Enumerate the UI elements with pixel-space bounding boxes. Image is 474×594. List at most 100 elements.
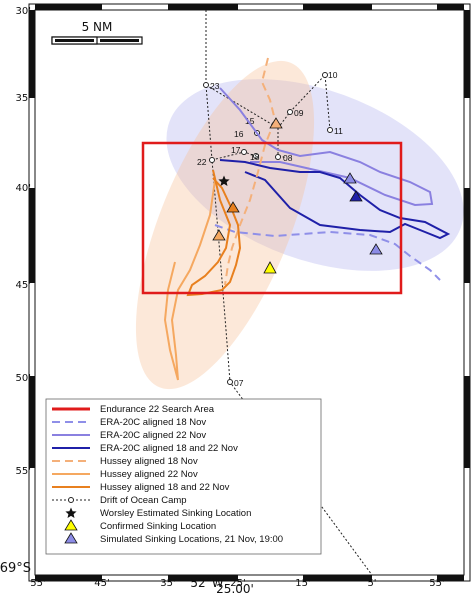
hussey-sinking-triangle	[269, 117, 283, 129]
border-segment	[35, 4, 102, 10]
border-segment	[464, 98, 470, 188]
y-tick-label: 40'	[16, 183, 31, 194]
y-tick-label: 50'	[16, 373, 31, 384]
station-marker	[253, 153, 259, 159]
x-tick-label: 55'	[30, 578, 45, 589]
border-segment	[29, 10, 35, 98]
hussey-sinking-triangle	[212, 229, 226, 241]
station-marker	[227, 379, 233, 385]
border-inner-outline	[34, 9, 465, 576]
station-label-11: 11	[334, 126, 343, 136]
station-marker	[209, 157, 215, 163]
border-segment	[168, 575, 238, 581]
station-marker	[327, 127, 333, 133]
border-segment	[464, 468, 470, 575]
station-label-08: 08	[283, 153, 293, 163]
era-18-nov-track	[214, 224, 441, 281]
era-22-nov-track	[219, 87, 434, 207]
legend-drift-circle-icon	[68, 497, 74, 503]
border-segment	[464, 376, 470, 468]
border-segment	[29, 468, 35, 575]
border-segment	[102, 575, 168, 581]
station-marker	[322, 72, 328, 78]
station-marker	[287, 109, 293, 115]
border-segment	[303, 575, 372, 581]
search-area-rectangle	[141, 141, 403, 295]
x-value-label: 25.00'	[216, 582, 254, 594]
station-label-10: 10	[328, 70, 338, 80]
x-tick-label: 15'	[295, 578, 310, 589]
border-segment	[29, 188, 35, 283]
legend: Endurance 22 Search Area ERA-20C aligned…	[45, 398, 322, 555]
x-tick-label: 45'	[94, 578, 109, 589]
scale-bar-label: 5 NM	[82, 20, 113, 34]
y-tick-label: 30'	[16, 6, 31, 17]
confirmed-sinking-triangle	[263, 261, 277, 274]
legend-label: Drift of Ocean Camp	[100, 495, 187, 506]
station-label-17: 17	[231, 145, 241, 155]
station-label-22: 22	[197, 157, 207, 167]
hussey-sinking-triangle	[226, 201, 240, 213]
station-marker	[275, 154, 281, 160]
corner-latitude-label: 69°S	[0, 561, 31, 576]
scale-bar: 5 NM	[51, 20, 143, 45]
y-axis-labels: 30' 35' 40' 45' 50' 55' 69°S	[0, 6, 31, 576]
hussey-22-nov-track	[163, 179, 216, 381]
border-segment	[464, 283, 470, 376]
x-tick-label: 25'	[230, 578, 245, 589]
station-label-16: 16	[234, 129, 244, 139]
station-marker	[241, 149, 247, 155]
border-segment	[464, 188, 470, 283]
worsley-star	[218, 175, 230, 186]
station-labels: 23 10 09 15 11 16 17 22 18 08 07	[197, 70, 343, 388]
border-segment	[29, 283, 35, 376]
era-sinking-triangle	[349, 190, 363, 202]
border-segment	[464, 10, 470, 98]
legend-label: Hussey aligned 18 and 22 Nov	[100, 482, 230, 493]
legend-label: Simulated Sinking Locations, 21 Nov, 19:…	[100, 534, 283, 545]
station-label-07: 07	[234, 378, 244, 388]
legend-label: Worsley Estimated Sinking Location	[100, 508, 251, 519]
border-segment	[303, 4, 372, 10]
hussey-18-nov-track	[224, 57, 277, 286]
border-segment	[437, 4, 464, 10]
era-both-track	[219, 159, 451, 240]
border-outline	[28, 3, 471, 582]
station-label-15: 15	[245, 116, 255, 126]
legend-label: Hussey aligned 22 Nov	[100, 469, 198, 480]
x-tick-label: 55'	[429, 578, 444, 589]
x-center-longitude-label: 52°W	[190, 576, 223, 590]
legend-purple-triangle-icon	[64, 532, 78, 544]
border-segment	[372, 575, 437, 581]
border-segment	[29, 98, 35, 188]
legend-label: ERA-20C aligned 18 Nov	[100, 417, 206, 428]
border-segment	[238, 4, 303, 10]
legend-label: ERA-20C aligned 22 Nov	[100, 430, 206, 441]
legend-box	[45, 398, 322, 555]
simulated-sinking-triangle	[369, 243, 383, 255]
legend-label: Confirmed Sinking Location	[100, 521, 216, 532]
station-label-23: 23	[210, 81, 220, 91]
x-tick-label: 5'	[367, 578, 376, 589]
border-segment	[102, 4, 168, 10]
map-border	[28, 3, 471, 582]
border-segment	[238, 575, 303, 581]
station-marker	[203, 82, 209, 88]
y-tick-label: 45'	[16, 280, 31, 291]
border-segment	[29, 376, 35, 468]
border-segment	[437, 575, 464, 581]
y-tick-label: 35'	[16, 93, 31, 104]
station-label-18: 18	[250, 152, 260, 162]
legend-label: ERA-20C aligned 18 and 22 Nov	[100, 443, 238, 454]
border-segment	[35, 575, 102, 581]
x-tick-label: 35'	[160, 578, 175, 589]
legend-label: Hussey aligned 18 Nov	[100, 456, 198, 467]
legend-star-icon	[65, 507, 77, 518]
legend-yellow-triangle-icon	[64, 519, 78, 531]
station-label-09: 09	[294, 108, 304, 118]
y-tick-label: 55'	[16, 466, 31, 477]
border-segment	[372, 4, 437, 10]
legend-label: Endurance 22 Search Area	[100, 404, 215, 415]
simulated-sinking-triangle	[343, 172, 357, 184]
